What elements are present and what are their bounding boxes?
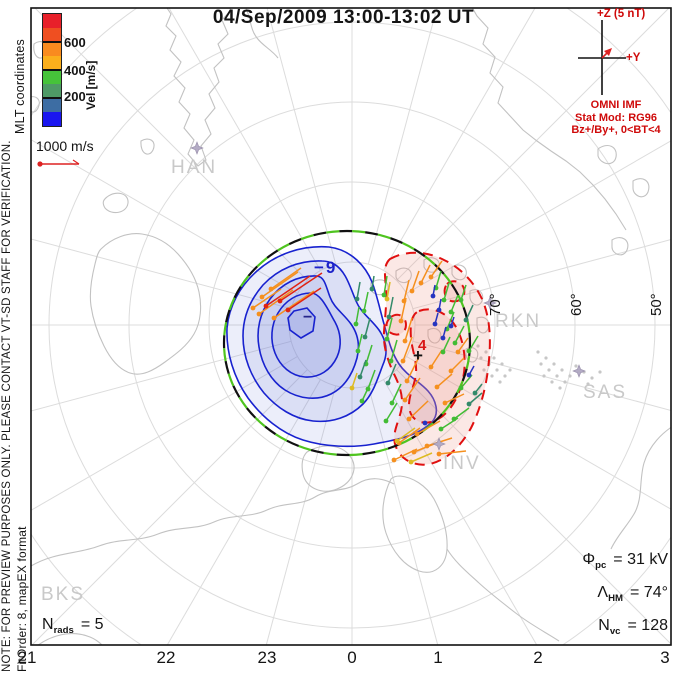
colorbar-segment <box>43 112 61 126</box>
lat-label-60: 60° <box>568 293 585 316</box>
colorbar-segment <box>43 14 61 28</box>
stat-symbol: N <box>598 617 610 634</box>
stat-value: = 5 <box>80 616 104 633</box>
stat-subscript: HM <box>608 593 624 605</box>
colorbar-axis-label: Vel [m/s] <box>84 60 98 110</box>
station-label-han: HAN <box>171 157 218 178</box>
negative-contour-label: −9 <box>314 258 338 277</box>
imf-y-label: +Y <box>626 52 641 64</box>
mlt-label-1: 1 <box>433 648 443 667</box>
stat-value: = 74° <box>630 584 668 601</box>
station-markers <box>190 141 586 451</box>
station-label-sas: SAS <box>583 382 628 403</box>
stat-subscript: pc <box>595 560 607 572</box>
mlt-label-21: 21 <box>17 648 37 667</box>
lat-label-50: 50° <box>648 293 665 316</box>
station-label-inv: INV <box>443 453 481 474</box>
reference-vector-arrow <box>37 159 80 167</box>
colorbar-segment <box>43 28 61 42</box>
imf-z-label: +Z (5 nT) <box>597 8 646 20</box>
negative-cell-center-mark: − <box>303 309 313 326</box>
plot-title: 04/Sep/2009 13:00-13:02 UT <box>212 7 475 28</box>
imf-vector-arrowhead <box>604 48 612 56</box>
colorbar-segment <box>43 56 61 70</box>
colorbar-tick-200: 200 <box>64 89 86 104</box>
reference-vector-label: 1000 m/s <box>36 138 94 154</box>
stat-symbol: N <box>42 616 54 633</box>
velocity-vectors <box>250 260 483 465</box>
mlt-label-23: 23 <box>257 648 277 667</box>
stat-value: = 128 <box>627 617 668 634</box>
imf-model-label: Stat Mod: RG96 <box>575 112 657 124</box>
imf-conditions-label: Bz+/By+, 0<BT<4 <box>571 124 661 136</box>
stat-cross-polar-cap-potential: Φpc = 31 kV <box>520 551 668 571</box>
positive-cell-center-mark: + <box>413 346 423 365</box>
mlt-label-2: 2 <box>533 648 543 667</box>
station-label-rkn: RKN <box>495 311 542 332</box>
coordinate-system-label: MLT coordinates <box>13 39 27 134</box>
heppner-maynard-boundary <box>222 229 472 457</box>
mlt-label-22: 22 <box>156 648 176 667</box>
colorbar-segment <box>43 70 61 84</box>
stat-symbol: Φ <box>582 551 596 568</box>
colorbar-segment <box>43 84 61 98</box>
stat-value: = 31 kV <box>613 551 668 568</box>
colorbar-tick-600: 600 <box>64 35 86 50</box>
colorbar-segment <box>43 98 61 112</box>
station-label-bks: BKS <box>41 584 86 605</box>
stat-subscript: vc <box>609 626 621 638</box>
velocity-colorbar <box>42 13 62 127</box>
stat-n-vectors: Nvc = 128 <box>520 617 668 637</box>
colorbar-segment <box>43 42 61 56</box>
positive-contour-label: 4 <box>418 337 427 354</box>
colorbar-tick-400: 400 <box>64 63 86 78</box>
imf-dial <box>578 20 626 95</box>
note-disclaimer: NOTE: FOR PREVIEW PURPOSES ONLY. PLEASE … <box>1 140 13 672</box>
imf-source-label: OMNI IMF <box>590 99 642 111</box>
stat-subscript: rads <box>53 625 74 637</box>
mlt-label-0: 0 <box>347 648 357 667</box>
plot-frame <box>30 7 672 646</box>
mlt-label-3: 3 <box>660 648 670 667</box>
stat-symbol: Λ <box>597 584 609 601</box>
stat-hm-boundary-latitude: ΛHM = 74° <box>520 584 668 604</box>
lat-label-70: 70° <box>487 293 504 316</box>
coastlines <box>31 8 671 645</box>
stat-n-radars: Nrads = 5 <box>42 616 104 636</box>
